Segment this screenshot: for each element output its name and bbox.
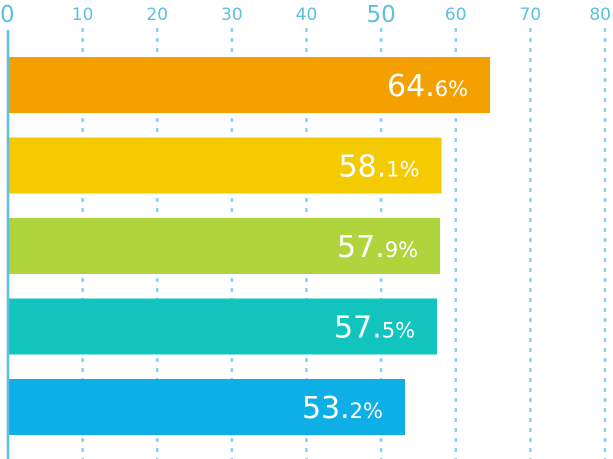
bar-value-decimal: 5% <box>382 319 415 343</box>
tick-label-20: 20 <box>146 5 168 25</box>
bar-value-main: 57. <box>337 230 385 265</box>
tick-label-10: 10 <box>72 5 94 25</box>
bar-value-label-3: 57.9% <box>337 230 418 265</box>
bars <box>8 57 491 435</box>
tick-label-50: 50 <box>366 2 395 28</box>
tick-label-70: 70 <box>520 5 542 25</box>
tick-label-60: 60 <box>445 5 467 25</box>
tick-label-30: 30 <box>221 5 243 25</box>
tick-label-80: 80 <box>589 5 611 25</box>
bar-2 <box>8 137 442 194</box>
bar-value-labels: 64.6%58.1%57.9%57.5%53.2% <box>302 69 468 426</box>
bar-5 <box>8 379 406 435</box>
x-axis-ticks: 0 10 20 30 40 50 60 70 80 <box>0 2 611 28</box>
bar-value-main: 64. <box>387 69 435 104</box>
bar-value-label-4: 57.5% <box>334 311 415 346</box>
bar-value-main: 57. <box>334 311 382 346</box>
bar-value-main: 58. <box>339 150 387 185</box>
bar-value-label-1: 64.6% <box>387 69 468 104</box>
bar-value-decimal: 6% <box>435 77 468 101</box>
bar-3 <box>8 218 441 274</box>
bar-value-decimal: 2% <box>350 399 383 423</box>
tick-label-40: 40 <box>296 5 318 25</box>
tick-label-0: 0 <box>0 2 15 28</box>
bar-4 <box>8 298 438 355</box>
bar-value-decimal: 9% <box>385 238 418 262</box>
bar-value-label-2: 58.1% <box>339 150 420 185</box>
bar-value-decimal: 1% <box>386 158 419 182</box>
bar-value-main: 53. <box>302 391 350 426</box>
bar-value-label-5: 53.2% <box>302 391 383 426</box>
bar-1 <box>8 57 491 113</box>
